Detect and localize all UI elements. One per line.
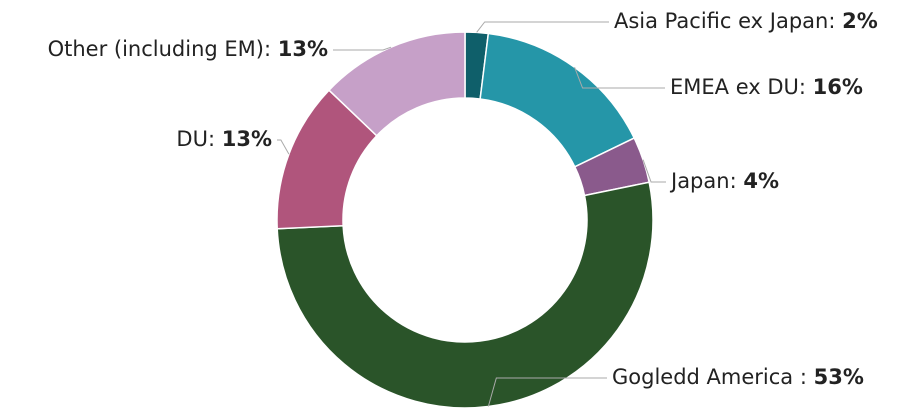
slice-label: EMEA ex DU: 16%: [670, 75, 863, 99]
donut-slice: [327, 31, 466, 137]
slice-value: 13%: [222, 127, 272, 151]
slice-name: Gogledd America :: [612, 365, 807, 389]
leader-line: [476, 21, 609, 33]
slice-name: Japan:: [669, 169, 737, 193]
donut-slice: [479, 32, 636, 168]
slice-label: Japan: 4%: [669, 169, 779, 193]
slice-name: DU:: [176, 127, 215, 151]
slice-value: 4%: [743, 169, 779, 193]
slice-value: 2%: [842, 9, 878, 33]
slice-label: Gogledd America : 53%: [612, 365, 864, 389]
slice-value: 13%: [278, 37, 328, 61]
slice-label: Other (including EM): 13%: [48, 37, 328, 61]
slice-value: 16%: [813, 75, 863, 99]
slice-name: Other (including EM):: [48, 37, 271, 61]
slice-label: Asia Pacific ex Japan: 2%: [614, 9, 878, 33]
leader-line: [487, 377, 607, 407]
slice-name: EMEA ex DU:: [670, 75, 806, 99]
slice-value: 53%: [814, 365, 864, 389]
leader-line: [333, 46, 392, 51]
leader-line: [642, 159, 666, 183]
leader-line: [277, 139, 290, 155]
leader-line: [574, 67, 665, 89]
slice-label: DU: 13%: [176, 127, 272, 151]
donut-slice: [276, 181, 654, 409]
slice-name: Asia Pacific ex Japan:: [614, 9, 835, 33]
